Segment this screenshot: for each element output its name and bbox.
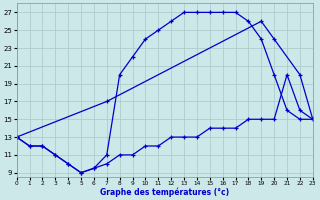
X-axis label: Graphe des températures (°c): Graphe des températures (°c) bbox=[100, 187, 229, 197]
